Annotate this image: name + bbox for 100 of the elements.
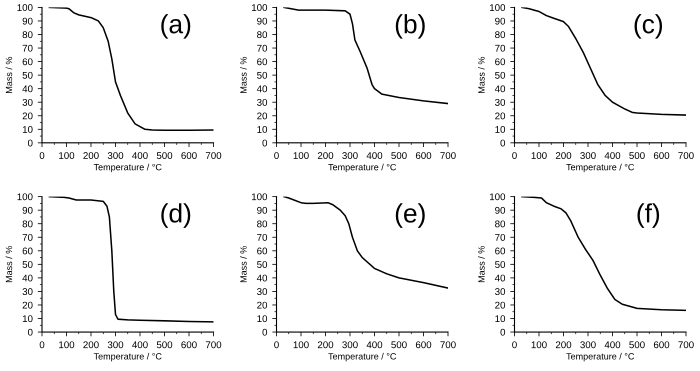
y-tick-label: 50	[495, 261, 506, 268]
y-tick-label: 10	[495, 315, 506, 322]
y-tick-label: 100	[252, 193, 268, 200]
x-tick-label: 100	[294, 341, 309, 348]
y-tick-label: 80	[495, 220, 506, 228]
x-tick-label: 400	[366, 152, 382, 160]
x-tick-label: 200	[83, 341, 99, 348]
x-tick-label: 400	[132, 341, 148, 348]
y-tick-label: 40	[494, 85, 506, 92]
x-axis-title: Temperature / °C	[566, 164, 634, 172]
y-tick-label: 90	[257, 206, 268, 214]
x-tick-label: 200	[556, 152, 572, 160]
x-tick-label: 600	[416, 152, 432, 160]
x-tick-label: 600	[181, 341, 197, 348]
x-tick-label: 300	[342, 341, 358, 348]
line-series	[48, 7, 214, 132]
x-tick-label: 400	[604, 152, 620, 160]
x-tick-label: 100	[294, 152, 309, 160]
x-tick-label: 700	[206, 341, 222, 348]
y-tick-label: 90	[22, 206, 33, 214]
y-tick-label: 50	[22, 261, 33, 268]
x-tick-label: 500	[156, 152, 172, 160]
y-tick-label: 100	[17, 193, 33, 200]
x-tick-label: 600	[654, 341, 670, 348]
x-tick-label: 200	[556, 341, 572, 348]
line-series	[521, 7, 686, 116]
y-tick-label: 20	[257, 302, 268, 309]
y-axis-title: Mass / %	[478, 246, 485, 282]
y-tick-label: 80	[257, 220, 268, 228]
x-tick-label: 100	[59, 341, 74, 348]
y-tick-label: 90	[495, 206, 506, 214]
y-tick-label: 80	[22, 31, 33, 38]
x-axis-title: Temperature / °C	[566, 352, 634, 362]
y-tick-label: 70	[495, 234, 506, 241]
y-tick-label: 0	[262, 140, 268, 146]
x-tick-label: 300	[108, 152, 124, 160]
x-tick-label: 700	[206, 152, 222, 160]
annotation: (d)	[161, 203, 190, 228]
x-tick-label: 0	[274, 341, 279, 348]
y-tick-label: 10	[257, 126, 268, 133]
x-tick-label: 300	[342, 152, 358, 160]
annotation: (f)	[637, 203, 660, 228]
y-tick-label: 0	[28, 328, 33, 336]
x-tick-label: 200	[318, 341, 334, 348]
y-tick-label: 50	[22, 72, 33, 79]
x-tick-label: 200	[318, 152, 334, 160]
y-tick-label: 60	[22, 248, 33, 254]
x-tick-label: 500	[629, 152, 645, 160]
y-axis-title: Mass / %	[6, 56, 12, 93]
y-tick-label: 90	[257, 18, 268, 25]
x-tick-label: 700	[678, 152, 694, 160]
y-tick-label: 40	[494, 274, 506, 282]
y-tick-label: 90	[495, 18, 506, 25]
y-tick-label: 80	[257, 31, 268, 38]
y-tick-label: 60	[22, 58, 33, 66]
y-tick-label: 10	[495, 126, 506, 133]
y-tick-label: 40	[256, 85, 268, 92]
x-axis-title: Temperature / °C	[94, 164, 162, 172]
y-tick-label: 30	[495, 288, 506, 296]
x-tick-label: 400	[366, 341, 382, 348]
y-tick-label: 20	[495, 112, 506, 120]
y-tick-label: 80	[495, 31, 506, 38]
x-tick-label: 500	[391, 152, 407, 160]
x-tick-label: 700	[440, 152, 456, 160]
x-tick-label: 0	[512, 341, 517, 348]
y-tick-label: 30	[257, 98, 268, 106]
x-tick-label: 300	[580, 152, 596, 160]
y-tick-label: 60	[257, 58, 268, 66]
y-axis-title: Mass / %	[6, 246, 12, 282]
x-axis-title: Temperature / °C	[328, 352, 396, 362]
y-tick-label: 30	[22, 98, 33, 106]
x-tick-label: 200	[83, 152, 99, 160]
line-series	[283, 196, 448, 289]
x-tick-label: 0	[40, 341, 44, 348]
y-tick-label: 70	[22, 44, 33, 52]
x-tick-label: 600	[181, 152, 197, 160]
y-tick-label: 50	[257, 72, 268, 79]
x-tick-label: 500	[156, 341, 172, 348]
x-tick-label: 600	[416, 341, 432, 348]
x-tick-label: 600	[654, 152, 670, 160]
line-series	[521, 196, 686, 312]
y-tick-label: 50	[495, 72, 506, 79]
y-tick-label: 70	[257, 44, 268, 52]
y-axis-title: Mass / %	[478, 56, 485, 93]
y-tick-label: 30	[22, 288, 33, 296]
y-tick-label: 70	[22, 234, 33, 241]
x-tick-label: 0	[512, 152, 517, 160]
y-tick-label: 70	[257, 234, 268, 241]
x-tick-label: 700	[678, 341, 694, 348]
y-tick-label: 0	[500, 328, 506, 336]
y-tick-label: 20	[22, 112, 33, 120]
x-axis-title: Temperature / °C	[94, 352, 162, 362]
y-tick-label: 60	[495, 58, 506, 66]
line-series	[48, 196, 214, 323]
x-tick-label: 300	[580, 341, 596, 348]
y-tick-label: 70	[495, 44, 506, 52]
x-tick-label: 0	[274, 152, 279, 160]
y-tick-label: 40	[22, 274, 33, 282]
y-tick-label: 0	[28, 140, 33, 146]
annotation: (e)	[396, 203, 425, 228]
